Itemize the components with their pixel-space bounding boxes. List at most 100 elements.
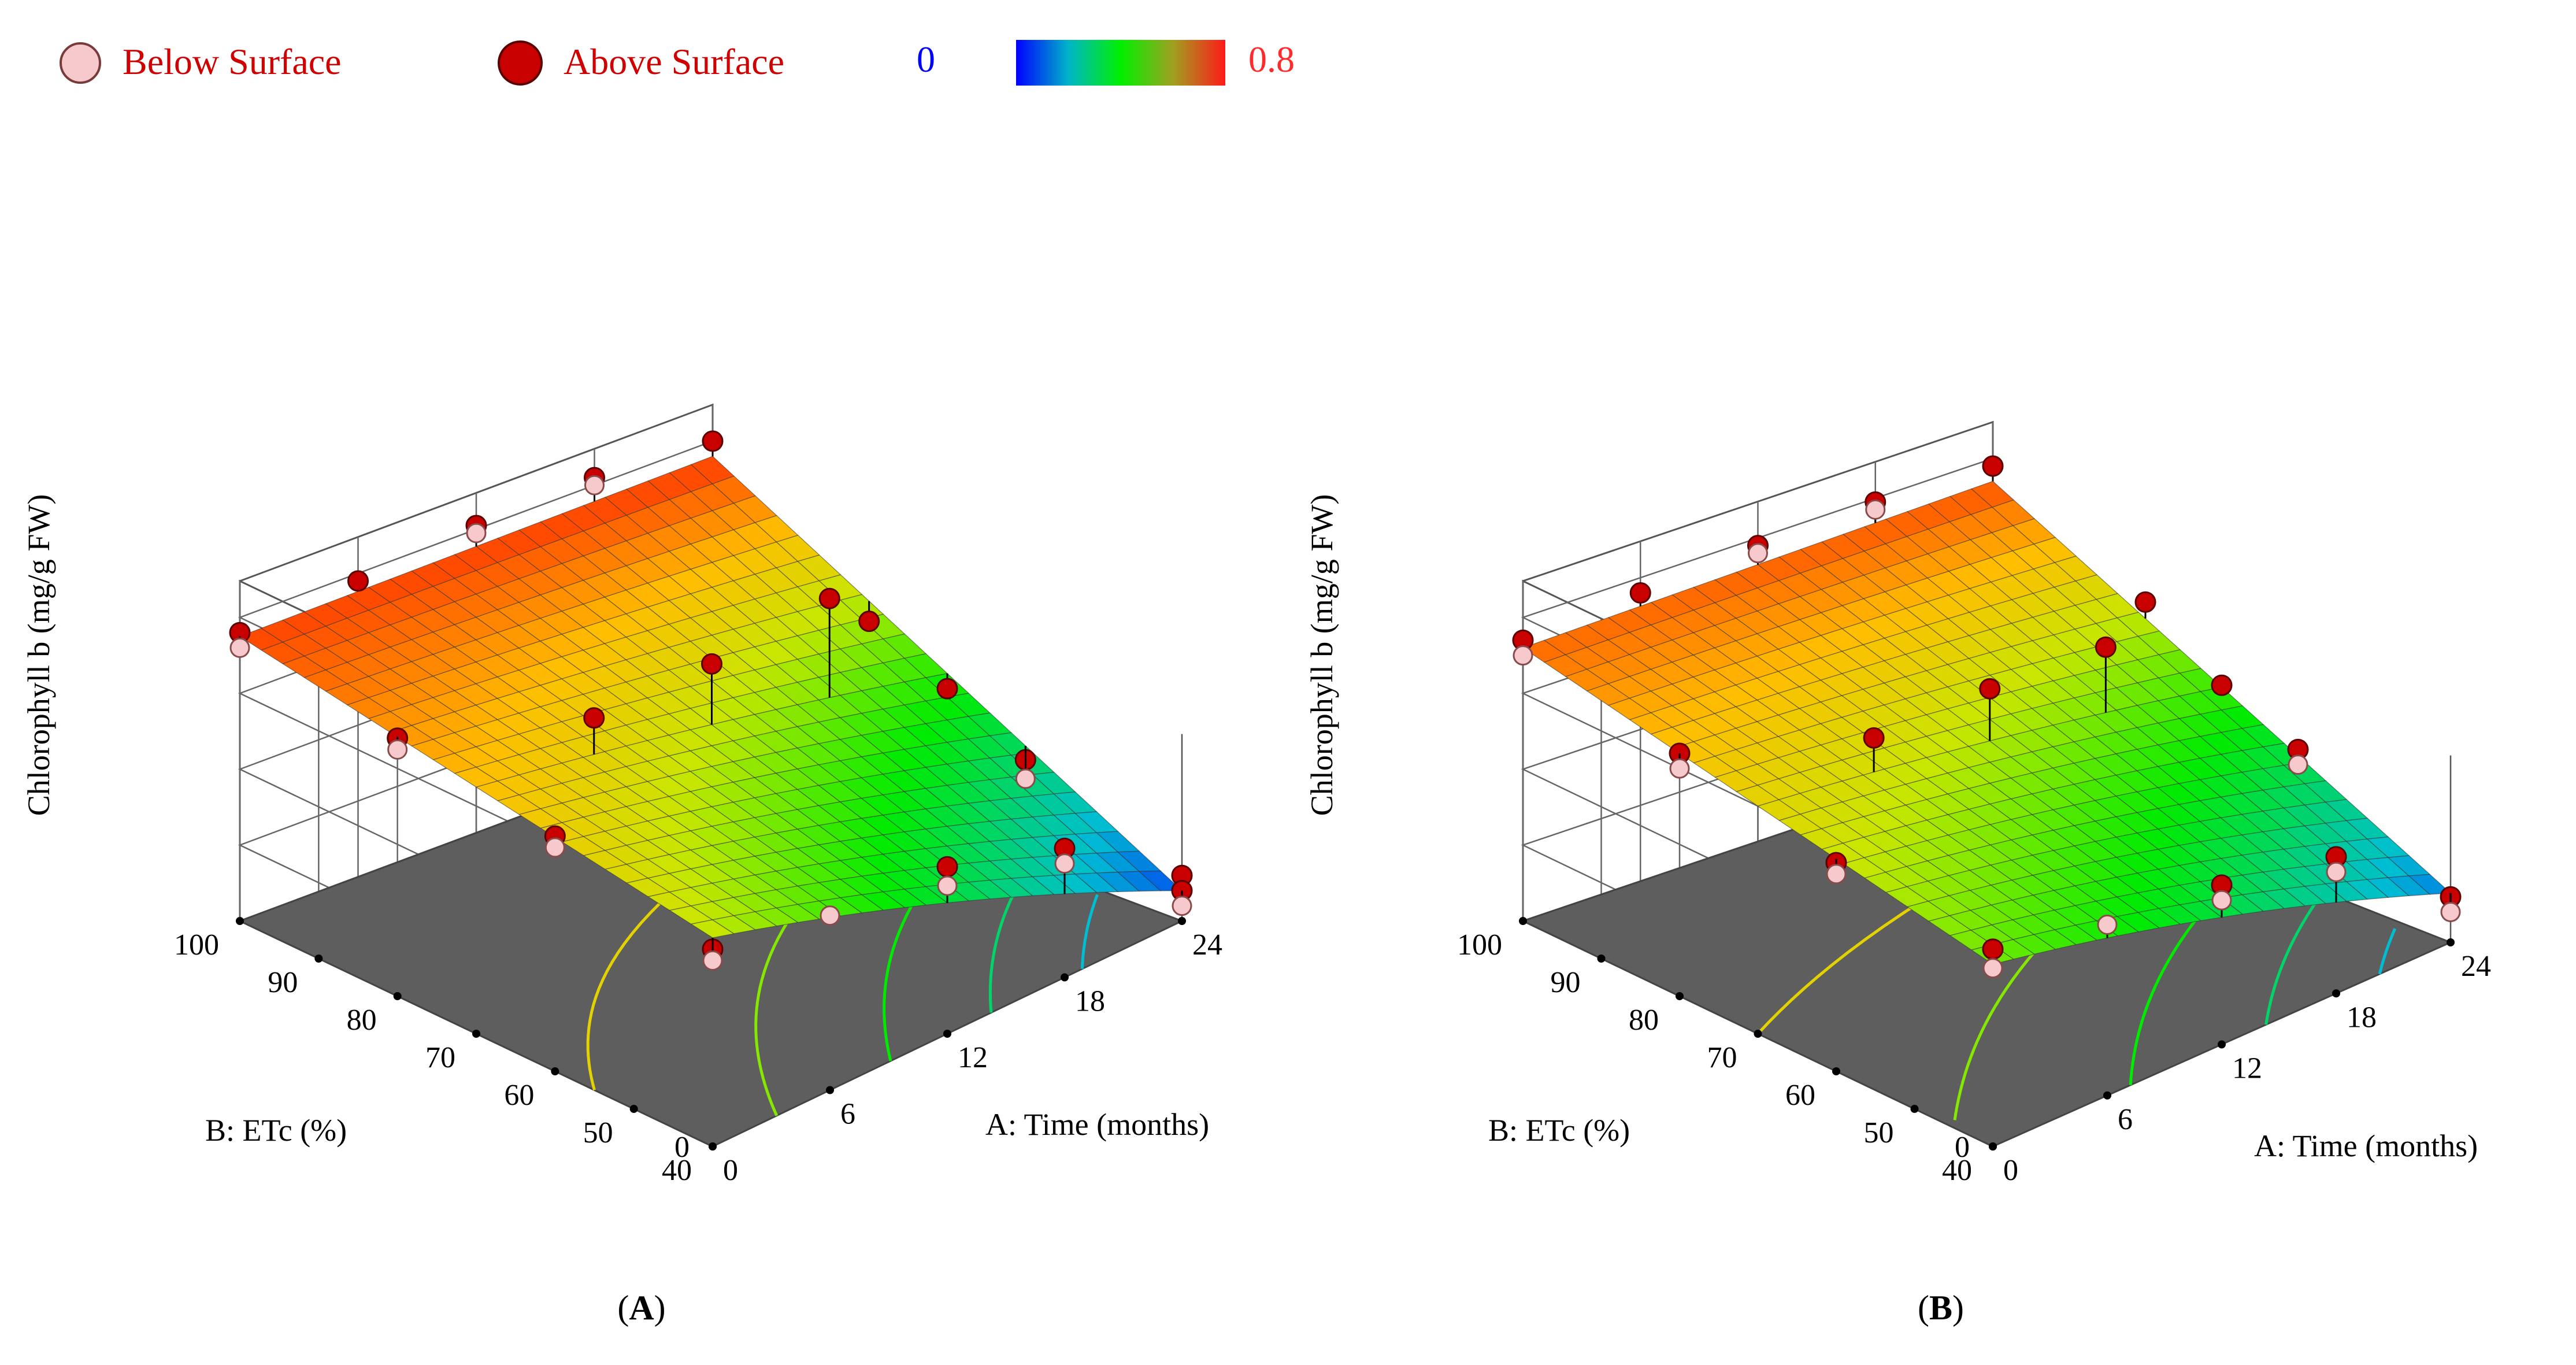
point-below-surface bbox=[702, 950, 723, 971]
point-below-surface bbox=[2288, 754, 2308, 775]
axis-labels: Chlorophyll b (mg/g FW) A: Time (months)… bbox=[1304, 494, 2478, 1327]
y-tick-mark bbox=[1910, 1105, 1919, 1113]
point-below-surface bbox=[2097, 914, 2118, 935]
x-tick-label: 0 bbox=[2003, 1154, 2018, 1187]
y-tick-mark bbox=[1832, 1067, 1840, 1075]
x-tick-label: 24 bbox=[1192, 929, 1222, 961]
y-tick-label: 90 bbox=[268, 966, 298, 999]
point-above-surface bbox=[2211, 674, 2233, 696]
y-tick-mark bbox=[314, 955, 323, 963]
contour-line bbox=[2378, 928, 2397, 975]
point-below-surface bbox=[2440, 902, 2461, 922]
point-above-surface bbox=[1629, 582, 1651, 604]
point-above-surface bbox=[818, 587, 840, 609]
x-axis-title: A: Time (months) bbox=[985, 1107, 1209, 1142]
point-below-surface bbox=[2211, 890, 2232, 911]
response-surface bbox=[1522, 480, 2452, 965]
point-below-surface bbox=[1748, 543, 1768, 564]
x-tick-label: 0 bbox=[723, 1154, 738, 1187]
y-axis-title: B: ETc (%) bbox=[205, 1113, 347, 1148]
point-above-surface bbox=[2095, 636, 2117, 658]
x-tick-mark bbox=[1061, 973, 1069, 982]
above-surface-marker bbox=[498, 40, 543, 86]
point-above-surface bbox=[1982, 455, 2004, 477]
y-tick-mark bbox=[1754, 1030, 1762, 1038]
point-below-surface bbox=[1015, 768, 1036, 789]
point-above-surface bbox=[936, 678, 958, 700]
x-tick-mark bbox=[2103, 1091, 2111, 1100]
x-tick-mark bbox=[826, 1086, 834, 1094]
y-tick-mark bbox=[709, 1142, 717, 1151]
axis-labels: Chlorophyll b (mg/g FW) A: Time (months)… bbox=[21, 494, 1209, 1327]
point-below-surface bbox=[544, 837, 565, 858]
y-tick-label: 50 bbox=[583, 1116, 613, 1149]
color-scale-bar bbox=[1016, 40, 1225, 86]
x-tick-mark bbox=[1178, 917, 1186, 925]
point-below-surface bbox=[1826, 864, 1847, 885]
y-tick-label: 40 bbox=[1942, 1154, 1972, 1187]
y-tick-label: 60 bbox=[1785, 1079, 1815, 1112]
x-tick-mark bbox=[943, 1030, 951, 1038]
point-above-surface bbox=[1979, 678, 2001, 700]
response-surface bbox=[239, 456, 1183, 938]
point-below-surface bbox=[1513, 645, 1533, 666]
design-points bbox=[229, 430, 1193, 971]
point-above-surface bbox=[583, 707, 605, 729]
x-tick-label: 18 bbox=[1075, 985, 1105, 1018]
point-below-surface bbox=[1054, 853, 1075, 874]
y-tick-mark bbox=[1519, 917, 1527, 925]
panel-label: (A) bbox=[617, 1289, 665, 1327]
y-tick-mark bbox=[629, 1105, 638, 1113]
point-above-surface bbox=[2134, 591, 2156, 613]
below-surface-marker bbox=[60, 42, 101, 84]
y-tick-label: 60 bbox=[504, 1079, 534, 1112]
z-tick-label: 0 bbox=[674, 1131, 690, 1164]
y-tick-label: 70 bbox=[425, 1041, 455, 1074]
x-tick-label: 12 bbox=[958, 1041, 988, 1074]
x-tick-mark bbox=[2447, 938, 2455, 946]
contour-line bbox=[2264, 897, 2320, 1025]
point-below-surface bbox=[1982, 958, 2003, 979]
point-below-surface bbox=[820, 905, 840, 926]
point-above-surface bbox=[936, 856, 958, 878]
x-tick-label: 12 bbox=[2232, 1052, 2262, 1085]
x-tick-label: 6 bbox=[840, 1098, 855, 1131]
y-tick-label: 80 bbox=[347, 1004, 377, 1037]
z-tick-label: 0 bbox=[1955, 1131, 1970, 1164]
below-surface-label: Below Surface bbox=[123, 41, 342, 82]
y-tick-label: 50 bbox=[1864, 1116, 1894, 1149]
point-above-surface bbox=[1863, 727, 1885, 749]
y-tick-label: 40 bbox=[662, 1154, 692, 1187]
point-above-surface bbox=[858, 611, 880, 632]
point-below-surface bbox=[2326, 861, 2347, 882]
point-above-surface bbox=[1982, 938, 2004, 960]
point-below-surface bbox=[1865, 499, 1886, 520]
z-axis-title: Chlorophyll b (mg/g FW) bbox=[1304, 494, 1339, 816]
x-axis-title: A: Time (months) bbox=[2254, 1129, 2478, 1163]
point-above-surface bbox=[347, 570, 369, 592]
y-tick-mark bbox=[393, 992, 402, 1000]
point-below-surface bbox=[466, 523, 487, 543]
point-below-surface bbox=[1669, 758, 1690, 779]
y-tick-mark bbox=[236, 917, 244, 925]
point-below-surface bbox=[584, 475, 605, 495]
y-tick-mark bbox=[1676, 992, 1684, 1000]
y-axis-title: B: ETc (%) bbox=[1488, 1113, 1630, 1148]
point-below-surface bbox=[937, 875, 958, 896]
y-tick-mark bbox=[551, 1067, 559, 1075]
x-tick-mark bbox=[2332, 989, 2340, 998]
z-axis-title: Chlorophyll b (mg/g FW) bbox=[21, 494, 56, 816]
x-tick-label: 24 bbox=[2461, 950, 2491, 983]
y-tick-mark bbox=[1989, 1142, 1997, 1151]
point-below-surface bbox=[229, 638, 250, 658]
y-tick-label: 80 bbox=[1629, 1004, 1659, 1037]
above-surface-label: Above Surface bbox=[564, 41, 784, 82]
y-tick-label: 70 bbox=[1707, 1041, 1737, 1074]
point-above-surface bbox=[701, 653, 722, 675]
x-tick-label: 18 bbox=[2347, 1001, 2377, 1034]
contour-line bbox=[1080, 894, 1099, 970]
x-tick-label: 6 bbox=[2118, 1103, 2133, 1136]
